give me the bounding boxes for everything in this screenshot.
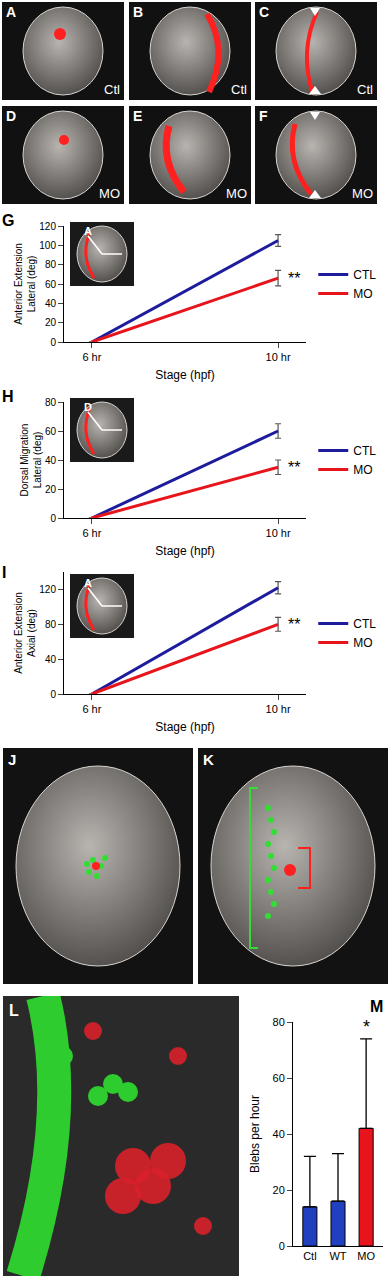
svg-text:6 hr: 6 hr [82,703,101,715]
svg-text:Ctl: Ctl [104,82,120,97]
svg-text:0: 0 [50,337,56,348]
svg-text:A: A [84,225,92,237]
svg-text:MO: MO [353,463,372,477]
svg-text:**: ** [288,459,300,476]
svg-text:0: 0 [50,513,56,524]
svg-text:MO: MO [226,186,247,201]
svg-text:C: C [259,4,269,20]
svg-text:MO: MO [352,186,373,201]
svg-text:L: L [9,1002,19,1019]
svg-text:Anterior ExtensionLateral (deg: Anterior ExtensionLateral (deg) [13,243,37,325]
svg-text:MO: MO [357,1250,375,1262]
svg-text:80: 80 [273,1016,285,1028]
svg-text:20: 20 [45,317,57,328]
svg-text:CTL: CTL [353,617,376,631]
svg-text:80: 80 [45,397,57,408]
svg-text:20: 20 [45,484,57,495]
svg-text:A: A [84,577,92,589]
svg-text:10 hr: 10 hr [266,527,291,539]
svg-text:60: 60 [45,279,57,290]
svg-text:B: B [133,4,143,20]
svg-text:100: 100 [39,240,56,251]
svg-text:E: E [133,108,142,124]
svg-text:MO: MO [353,287,372,301]
svg-text:6 hr: 6 hr [82,527,101,539]
svg-text:**: ** [288,270,300,287]
svg-text:10 hr: 10 hr [266,703,291,715]
html-text:M: M [370,998,384,1015]
svg-text:80: 80 [45,619,57,630]
svg-text:20: 20 [273,1184,285,1196]
svg-text:Stage (hpf): Stage (hpf) [155,368,214,382]
svg-text:Ctl: Ctl [231,82,247,97]
svg-text:40: 40 [45,654,57,665]
svg-text:MO: MO [353,636,372,650]
svg-text:Blebs per hour: Blebs per hour [248,1095,262,1173]
svg-text:40: 40 [45,455,57,466]
svg-text:Dorsal MigrationLateral (deg): Dorsal MigrationLateral (deg) [19,424,43,497]
svg-text:**: ** [288,616,300,633]
svg-text:0: 0 [50,689,56,700]
svg-text:J: J [8,751,16,768]
svg-text:60: 60 [273,1072,285,1084]
svg-text:WT: WT [329,1250,346,1262]
svg-text:D: D [6,108,16,124]
svg-text:6 hr: 6 hr [82,351,101,363]
svg-text:80: 80 [45,259,57,270]
svg-text:Stage (hpf): Stage (hpf) [155,544,214,558]
html-text:G: G [2,212,15,229]
svg-text:40: 40 [273,1128,285,1140]
svg-text:60: 60 [45,426,57,437]
svg-text:Ctl: Ctl [303,1250,316,1262]
svg-text:CTL: CTL [353,444,376,458]
svg-text:Anterior ExtensionAxial (deg): Anterior ExtensionAxial (deg) [13,592,37,674]
svg-text:F: F [259,108,268,124]
svg-text:Ctl: Ctl [357,82,373,97]
svg-text:40: 40 [45,298,57,309]
html-text:H: H [2,388,14,405]
html-text:I: I [2,564,7,581]
svg-text:120: 120 [39,221,56,232]
svg-text:0: 0 [279,1240,285,1252]
svg-text:10 hr: 10 hr [266,351,291,363]
svg-text:K: K [203,751,214,768]
svg-text:CTL: CTL [353,268,376,282]
svg-text:D: D [84,401,92,413]
svg-text:MO: MO [99,186,120,201]
svg-text:*: * [363,1017,370,1037]
svg-text:A: A [6,4,16,20]
svg-text:Stage (hpf): Stage (hpf) [155,720,214,734]
svg-text:120: 120 [39,584,56,595]
